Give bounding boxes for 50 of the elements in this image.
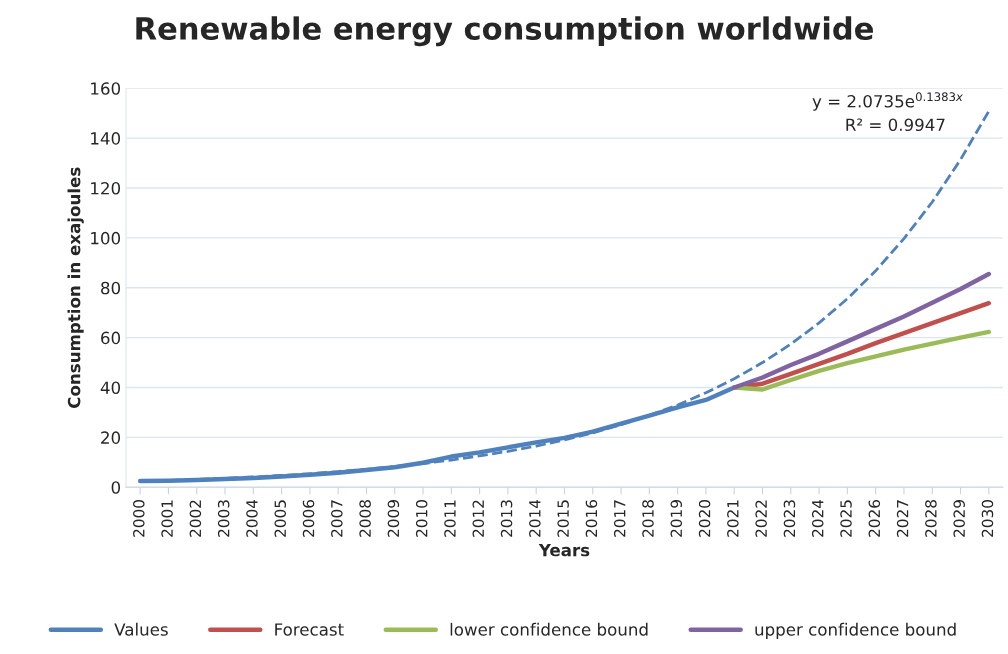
y-tick-label: 120: [91, 181, 121, 195]
x-tick-label: 2028: [925, 500, 937, 537]
x-tick-label: 2017: [613, 500, 626, 537]
x-tick-label: 2019: [670, 500, 683, 537]
x-tick-label: 2008: [359, 500, 371, 537]
x-tick-label: 2013: [500, 500, 513, 537]
x-tick-label: 2003: [217, 500, 230, 537]
chart-title: Renewable energy consumption worldwide: [136, 16, 873, 47]
x-tick-label: 2000: [133, 500, 145, 537]
x-tick-label: 2001: [161, 500, 173, 537]
legend-label: upper confidence bound: [755, 622, 956, 639]
x-tick-label: 2004: [246, 499, 258, 537]
x-tick-label: 2014: [529, 499, 541, 537]
x-tick-label: 2024: [811, 499, 824, 537]
x-tick-label: 2029: [953, 500, 965, 537]
y-tick-label: 20: [101, 431, 121, 444]
x-tick-label: 2007: [331, 500, 343, 537]
y-tick-label: 160: [91, 82, 121, 95]
x-tick-label: 2009: [387, 500, 400, 537]
x-tick-label: 2021: [727, 500, 739, 537]
y-tick-label: 80: [101, 281, 121, 295]
x-tick-label: 2015: [557, 500, 569, 537]
y-tick-label: 60: [101, 331, 121, 345]
y-axis-title: Consumption in exajoules: [67, 167, 84, 408]
x-tick-label: 2020: [698, 500, 711, 537]
x-tick-label: 2005: [274, 500, 287, 537]
x-tick-label: 2006: [302, 500, 315, 537]
legend-label: Values: [114, 622, 168, 636]
x-tick-label: 2002: [189, 500, 202, 537]
annotation: y = 2.0735e$^{0.1383x}$: [812, 92, 963, 111]
x-tick-label: 2010: [415, 500, 428, 537]
annotation: R² = 0.9947: [846, 118, 945, 132]
y-tick-label: 40: [100, 381, 121, 395]
y-tick-label: 0: [111, 481, 121, 494]
x-tick-label: 2012: [472, 500, 485, 537]
x-axis-title: Years: [538, 543, 590, 557]
x-tick-label: 2022: [755, 500, 767, 537]
x-tick-label: 2025: [840, 500, 852, 537]
legend-label: lower confidence bound: [450, 622, 648, 636]
x-tick-label: 2023: [783, 500, 796, 537]
legend-label: Forecast: [275, 623, 344, 636]
x-tick-label: 2027: [896, 500, 909, 537]
x-tick-label: 2011: [444, 500, 456, 537]
x-tick-label: 2018: [642, 500, 654, 537]
line-series: [731, 271, 992, 390]
x-tick-label: 2026: [868, 500, 881, 537]
x-tick-label: 2016: [585, 500, 598, 537]
x-tick-label: 2030: [981, 500, 994, 537]
y-tick-label: 140: [91, 132, 121, 145]
y-tick-label: 100: [91, 231, 121, 245]
